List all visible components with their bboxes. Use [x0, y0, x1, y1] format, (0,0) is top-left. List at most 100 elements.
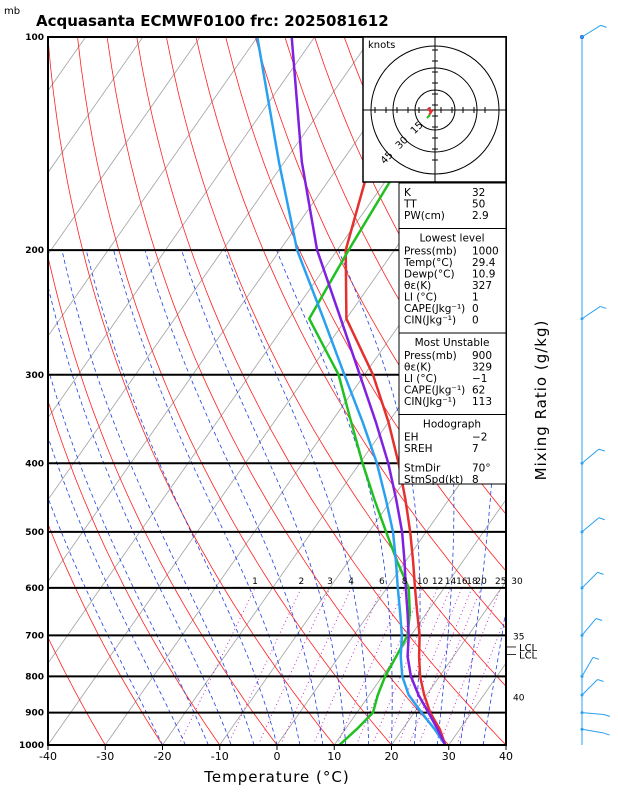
wind-barb-flag: [603, 732, 610, 736]
dry-adiabat: [581, 37, 618, 760]
wind-barb: [581, 679, 598, 696]
wind-barb-flag: [598, 448, 606, 452]
lowest-row-label: CIN(Jkg⁻¹): [404, 315, 456, 327]
storm-row-label: StmDir: [404, 463, 441, 475]
wind-barb: [581, 448, 600, 464]
lowest-row-value: 29.4: [472, 257, 496, 269]
mixing-ratio-label: 4: [348, 577, 354, 587]
lowest-row-label: Temp(°C): [403, 257, 453, 269]
wind-barb-flag: [595, 618, 603, 621]
lowest-row-label: CAPE(Jkg⁻¹): [404, 303, 465, 315]
most-row-value: 62: [472, 385, 485, 397]
mixing-ratio-line: [178, 587, 256, 745]
dry-adiabat: [195, 37, 506, 629]
dry-adiabat: [254, 37, 506, 515]
x-tick-label: 0: [274, 750, 281, 763]
wind-barb-flag: [603, 714, 611, 717]
wind-barb: [581, 728, 604, 734]
dry-adiabat: [166, 37, 506, 687]
wind-barb-dot: [580, 35, 584, 39]
lowest-row-label: θε(K): [404, 280, 431, 292]
wind-barb-dot: [580, 633, 584, 637]
y-tick-label: 700: [25, 631, 44, 641]
tt-index-value: 50: [472, 199, 485, 211]
theta-e-label: 35: [513, 632, 524, 642]
most-row-label: CIN(Jkg⁻¹): [404, 396, 456, 408]
most-row-label: CAPE(Jkg⁻¹): [404, 385, 465, 397]
wind-barb: [581, 712, 604, 716]
y-tick-label: 900: [25, 709, 44, 719]
wind-barb: [581, 657, 594, 677]
wind-barb-dot: [580, 727, 584, 731]
hodograph-trace: [427, 107, 434, 116]
isotherm: [48, 37, 373, 501]
dry-adiabat: [77, 37, 393, 745]
moist-adiabat: [113, 249, 301, 745]
most-row-value: 329: [472, 362, 492, 374]
wind-barb-flag: [597, 678, 604, 682]
x-tick-label: 30: [442, 750, 456, 763]
moist-adiabat: [181, 249, 347, 745]
dry-adiabat: [48, 399, 221, 745]
sounding-line: [344, 37, 447, 745]
dry-adiabat: [48, 523, 163, 745]
y-tick-label: 800: [25, 672, 44, 682]
lowest-row-value: 1000: [472, 246, 499, 258]
wind-barb-flag: [597, 571, 604, 575]
mixing-ratio-label: 16: [456, 577, 468, 587]
most-unstable-title: Most Unstable: [415, 337, 490, 349]
wind-barb-dot: [580, 461, 584, 465]
hodograph-title: Hodograph: [423, 419, 481, 431]
x-tick-label: -30: [96, 750, 114, 763]
lowest-row-label: Press(mb): [404, 246, 457, 258]
lowest-row-value: 327: [472, 280, 492, 292]
x-tick-label: -10: [211, 750, 229, 763]
isotherm: [48, 37, 315, 419]
x-tick-label: -20: [154, 750, 172, 763]
lowest-row-label: Dewp(°C): [404, 269, 455, 281]
storm-row-label: StmSpd(kt): [404, 474, 463, 486]
storm-row-value: 70°: [472, 463, 491, 475]
most-row-value: −1: [472, 373, 487, 385]
lowest-row-value: 0: [472, 315, 479, 327]
moist-adiabat: [48, 435, 186, 745]
mixing-ratio-label: 25: [495, 577, 506, 587]
wind-barb-dot: [580, 317, 584, 321]
wind-barb-dot: [580, 586, 584, 590]
mixing-ratio-label: 3: [327, 577, 333, 587]
lowest-row-value: 0: [472, 303, 479, 315]
isotherm: [48, 37, 144, 174]
theta-e-label: 40: [513, 693, 525, 703]
mixing-ratio-label: 20: [475, 577, 487, 587]
mixing-ratio-label: 8: [402, 577, 408, 587]
pw-index-label: PW(cm): [404, 210, 445, 222]
hodo-row-value: −2: [472, 432, 487, 444]
k-index-value: 32: [472, 187, 485, 199]
y-axis-ticks: 100 200 300 400 500 600 700 800 900 1000: [19, 33, 44, 751]
wind-profile: [580, 24, 611, 745]
mixing-ratio-axis-label: Mixing Ratio (g/kg): [532, 320, 550, 481]
sounding-series: [256, 37, 482, 745]
mixing-ratio-lines: [178, 587, 506, 745]
mixing-ratio-label: 2: [298, 577, 304, 587]
x-tick-label: -40: [39, 750, 57, 763]
storm-row-value: 8: [472, 474, 479, 486]
hodo-row-label: SREH: [404, 443, 433, 455]
tt-index-label: TT: [403, 199, 417, 211]
moist-adiabat: [224, 249, 369, 745]
y-tick-label: 200: [25, 246, 44, 256]
wind-barb: [581, 24, 601, 38]
wind-barb-dot: [580, 530, 584, 534]
wind-barb-flag: [600, 24, 607, 28]
isotherm: [48, 37, 430, 583]
hodo-row-label: EH: [404, 432, 419, 444]
wind-barb-flag: [592, 656, 600, 660]
pw-index-value: 2.9: [472, 210, 489, 222]
hodo-row-value: 7: [472, 443, 479, 455]
mixing-ratio-label: 18: [466, 577, 478, 587]
sounding-line: [290, 37, 447, 745]
most-row-label: θε(K): [404, 362, 431, 374]
